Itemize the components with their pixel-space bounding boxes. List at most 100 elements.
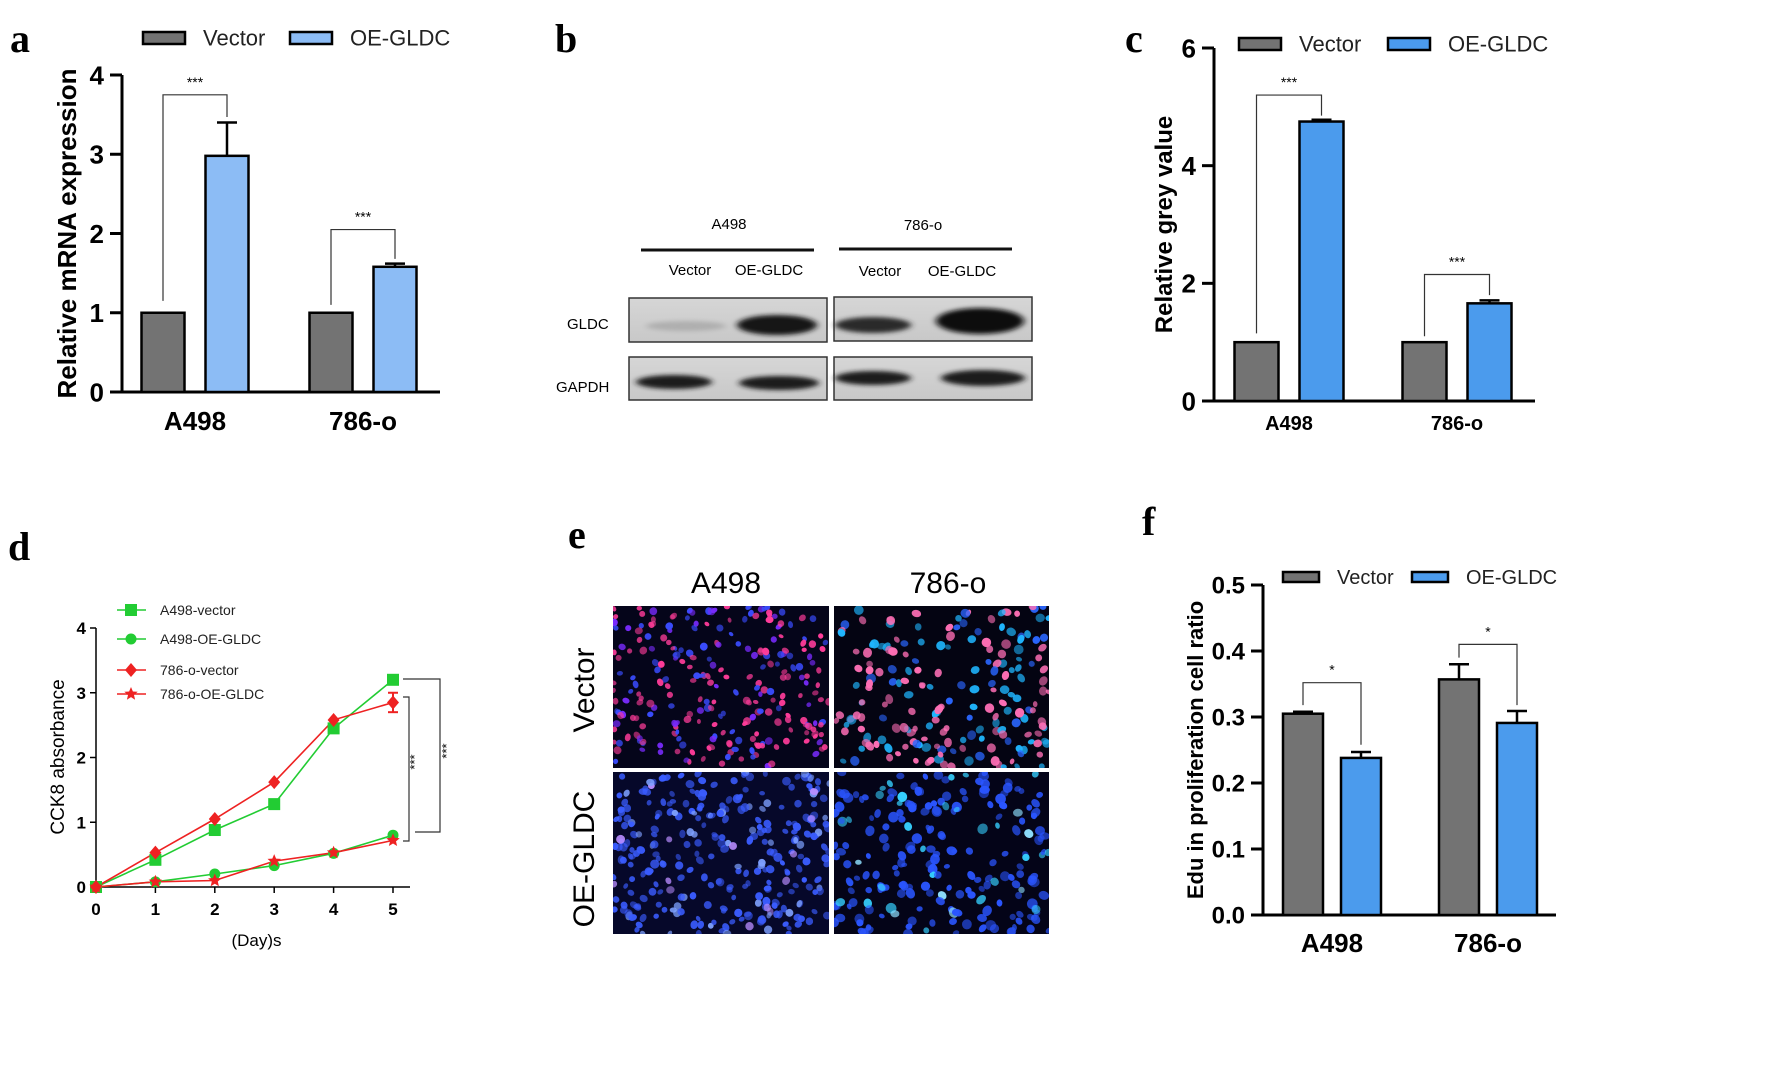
cell-nucleus [638, 623, 644, 629]
cell-nucleus [921, 742, 932, 752]
data-point [149, 845, 162, 860]
cell-nucleus [959, 744, 967, 752]
cell-nucleus [850, 756, 860, 766]
cell-nucleus [819, 645, 826, 653]
cell-nucleus [1026, 924, 1035, 934]
cell-nucleus [677, 874, 685, 882]
cell-nucleus [788, 783, 795, 791]
micrograph-a498-vector-nuclei [613, 606, 829, 768]
cell-nucleus [858, 699, 866, 706]
legend-swatch-vector [1281, 570, 1321, 584]
cell-nucleus [897, 791, 908, 802]
blot-protein-label-gldc: GLDC [567, 316, 609, 333]
cell-nucleus [765, 616, 774, 624]
cell-nucleus [711, 699, 717, 705]
cell-nucleus [998, 730, 1008, 739]
cell-nucleus [619, 843, 628, 852]
cell-nucleus [718, 667, 724, 673]
cell-nucleus [965, 847, 974, 855]
y-tick-label: 4 [77, 619, 87, 638]
cell-nucleus [1029, 877, 1040, 888]
cell-nucleus [757, 708, 764, 715]
cell-nucleus [1031, 799, 1040, 808]
cell-nucleus [814, 778, 822, 786]
cell-nucleus [644, 867, 653, 876]
x-tick-label-a498: A498 [1301, 928, 1363, 958]
cell-nucleus [836, 788, 846, 798]
cell-nucleus [780, 904, 788, 913]
series-line-786-o-oe-gldc [95, 839, 394, 888]
cell-nucleus [1017, 673, 1026, 683]
cell-nucleus [691, 625, 698, 632]
cell-nucleus [987, 801, 994, 809]
cell-nucleus [623, 789, 630, 797]
cell-nucleus [894, 751, 902, 757]
cell-nucleus [816, 738, 823, 746]
cell-nucleus [920, 881, 931, 891]
cell-nucleus [775, 705, 782, 712]
cell-nucleus [679, 658, 686, 665]
cell-nucleus [896, 800, 903, 806]
cell-nucleus [782, 828, 789, 834]
cell-nucleus [705, 672, 711, 680]
cell-nucleus [706, 656, 712, 662]
cell-nucleus [745, 772, 755, 782]
chart-a-mrna-expression: 0 1 2 3 4 Relative mRNA expression A498 *** 786-… [52, 26, 450, 436]
data-point [268, 775, 281, 790]
legend-swatch-oe-gldc [1386, 36, 1432, 52]
micrograph-786o-vector-nuclei [834, 606, 1049, 768]
cell-nucleus [926, 683, 934, 690]
cell-nucleus [822, 814, 828, 821]
cell-nucleus [674, 748, 681, 755]
cell-nucleus [810, 821, 817, 828]
cell-nucleus [767, 839, 774, 846]
cell-nucleus [803, 680, 809, 686]
cell-nucleus [911, 833, 923, 844]
cell-nucleus [900, 677, 910, 685]
cell-nucleus [852, 648, 860, 655]
cell-nucleus [1006, 927, 1016, 934]
micrograph-a498-vector [613, 606, 829, 768]
cell-nucleus [725, 796, 733, 804]
cell-nucleus [778, 699, 786, 707]
panel-letter-c: c [1125, 16, 1143, 61]
data-point [268, 798, 281, 811]
y-tick-label: 1 [77, 813, 86, 832]
cell-nucleus [779, 860, 785, 866]
cell-nucleus [657, 660, 665, 668]
cell-nucleus [785, 908, 794, 917]
cell-nucleus [852, 711, 861, 720]
cell-nucleus [1018, 817, 1026, 825]
cell-nucleus [843, 721, 850, 728]
cell-nucleus [628, 821, 635, 828]
significance-marker: *** [407, 754, 422, 769]
cell-nucleus [1031, 772, 1039, 778]
cell-nucleus [634, 627, 643, 635]
cell-nucleus [801, 877, 808, 883]
cell-nucleus [809, 615, 817, 622]
cell-nucleus [702, 672, 707, 678]
cell-nucleus [834, 808, 840, 818]
cell-nucleus [865, 679, 874, 689]
cell-nucleus [634, 926, 640, 933]
cell-nucleus [861, 794, 869, 801]
cell-nucleus [789, 850, 798, 858]
cell-nucleus [982, 905, 992, 917]
cell-nucleus [623, 814, 632, 823]
cell-nucleus [818, 731, 824, 738]
cell-nucleus [811, 908, 818, 915]
cell-nucleus [798, 614, 806, 622]
cell-nucleus [765, 865, 775, 874]
cell-nucleus [661, 906, 668, 913]
cell-nucleus [613, 720, 621, 728]
cell-nucleus [949, 918, 957, 925]
cell-nucleus [655, 855, 661, 862]
blot-band-gapdh-1 [636, 375, 712, 389]
micrograph-row-label-oe-gldc: OE-GLDC [568, 791, 601, 928]
cell-nucleus [770, 636, 777, 643]
cell-nucleus [937, 751, 944, 758]
cell-nucleus [778, 804, 785, 810]
cell-nucleus [911, 658, 920, 664]
cell-nucleus [811, 730, 819, 738]
cell-nucleus [707, 882, 715, 889]
